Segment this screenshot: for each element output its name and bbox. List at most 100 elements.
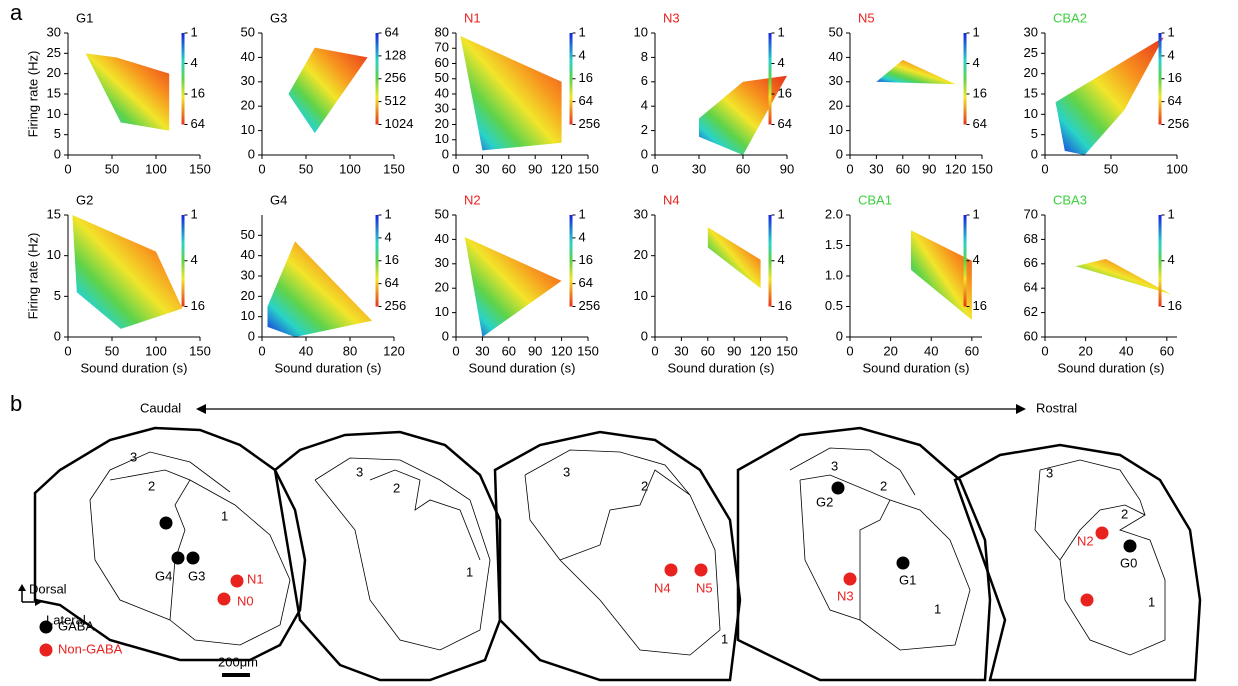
y-tick-label: 60 — [1024, 328, 1038, 343]
response-surface — [460, 36, 561, 150]
colorbar-label: 16 — [579, 70, 593, 85]
x-tick-label: 0 — [651, 161, 658, 176]
colorbar-label: 64 — [778, 116, 792, 131]
colorbar-label: 16 — [191, 298, 205, 313]
x-tick-label: 60 — [896, 161, 910, 176]
y-tick-label: 10 — [435, 304, 449, 319]
scale-bar-label: 200μm — [218, 654, 258, 669]
non-gaba-neuron — [1096, 527, 1109, 540]
colorbar-label: 16 — [385, 252, 399, 267]
gaba-neuron — [897, 557, 910, 570]
gaba-neuron — [1124, 540, 1137, 553]
x-tick-label: 0 — [846, 161, 853, 176]
colorbar — [376, 215, 379, 307]
response-surface — [876, 60, 955, 84]
y-tick-label: 5 — [54, 288, 61, 303]
panel-title: CBA1 — [858, 192, 892, 207]
colorbar — [964, 33, 967, 125]
non-gaba-neuron — [844, 573, 857, 586]
colorbar-label: 4 — [191, 55, 198, 70]
y-tick-label: 1.0 — [825, 267, 843, 282]
panel-title: N5 — [858, 10, 875, 25]
y-tick-label: 25 — [1024, 45, 1038, 60]
neuron-label: N5 — [696, 580, 713, 595]
colorbar-label: 16 — [973, 298, 987, 313]
non-gaba-neuron — [665, 564, 678, 577]
y-tick-label: 0 — [54, 146, 61, 161]
figure: a b Caudal Rostral 3 2 1 3 2 1 3 2 1 3 2… — [0, 0, 1238, 686]
x-tick-label: 120 — [551, 343, 573, 358]
y-tick-label: 10 — [241, 308, 255, 323]
panel-title: CBA2 — [1053, 10, 1087, 25]
x-tick-label: 150 — [971, 161, 993, 176]
colorbar-label: 16 — [191, 85, 205, 100]
x-tick-label: 0 — [258, 161, 265, 176]
colorbar — [182, 215, 185, 307]
x-tick-label: 100 — [145, 343, 167, 358]
colorbar-label: 4 — [973, 55, 980, 70]
y-tick-label: 40 — [435, 85, 449, 100]
x-tick-label: 60 — [965, 343, 979, 358]
y-tick-label: 0 — [248, 146, 255, 161]
rostral-label: Rostral — [1036, 400, 1077, 415]
region-label: 1 — [721, 631, 728, 646]
colorbar-label: 4 — [778, 252, 785, 267]
colorbar-label: 64 — [973, 116, 987, 131]
y-tick-label: 20 — [1024, 65, 1038, 80]
x-tick-label: 120 — [383, 343, 405, 358]
region-label: 1 — [934, 601, 941, 616]
neuron-label: N4 — [654, 580, 671, 595]
caudal-label: Caudal — [140, 400, 181, 415]
x-tick-label: 50 — [105, 161, 119, 176]
colorbar-label: 4 — [579, 47, 586, 62]
legend-label: GABA — [58, 618, 94, 633]
y-tick-label: 20 — [435, 280, 449, 295]
colorbar-label: 256 — [1168, 116, 1190, 131]
y-tick-label: 80 — [435, 24, 449, 39]
y-tick-label: 10 — [1024, 106, 1038, 121]
x-tick-label: 90 — [528, 343, 542, 358]
y-axis-title: Firing rate (Hz) — [25, 51, 40, 138]
region-labels: 3 2 1 3 2 1 3 2 1 3 2 1 3 2 1 — [130, 449, 1155, 646]
response-surface — [465, 237, 562, 337]
response-surface — [288, 48, 367, 133]
colorbar-label: 64 — [385, 24, 399, 39]
region-border — [1035, 460, 1165, 655]
x-tick-label: 120 — [551, 161, 573, 176]
y-tick-label: 40 — [829, 49, 843, 64]
response-surface — [1075, 259, 1170, 294]
y-tick-label: 30 — [47, 24, 61, 39]
y-tick-label: 20 — [47, 65, 61, 80]
x-tick-label: 120 — [945, 161, 967, 176]
y-tick-label: 0 — [836, 328, 843, 343]
x-tick-label: 30 — [674, 343, 688, 358]
colorbar-label: 64 — [191, 116, 205, 131]
colorbar-label: 64 — [385, 275, 399, 290]
x-tick-label: 60 — [701, 343, 715, 358]
neuron-label: N3 — [837, 588, 854, 603]
region-label: 1 — [221, 508, 228, 523]
panel-title: G4 — [270, 192, 287, 207]
y-tick-label: 4 — [641, 98, 648, 113]
colorbar-label: 1 — [191, 24, 198, 39]
section-outline — [955, 445, 1200, 680]
y-tick-label: 50 — [829, 24, 843, 39]
colorbar — [1159, 33, 1162, 125]
y-tick-label: 10 — [47, 247, 61, 262]
y-tick-label: 40 — [241, 49, 255, 64]
y-tick-label: 30 — [634, 206, 648, 221]
x-tick-label: 50 — [105, 343, 119, 358]
region-label: 3 — [1046, 465, 1053, 480]
x-axis-title: Sound duration (s) — [863, 360, 970, 375]
colorbar-label: 64 — [1168, 93, 1182, 108]
y-tick-label: 10 — [829, 122, 843, 137]
y-tick-label: 30 — [241, 267, 255, 282]
y-tick-label: 30 — [435, 101, 449, 116]
x-axis-title: Sound duration (s) — [668, 360, 775, 375]
panel-label: b — [10, 391, 22, 416]
y-tick-label: 50 — [241, 227, 255, 242]
neuron-label: G0 — [1120, 555, 1137, 570]
x-tick-label: 0 — [651, 343, 658, 358]
x-tick-label: 0 — [452, 161, 459, 176]
x-axis-title: Sound duration (s) — [469, 360, 576, 375]
